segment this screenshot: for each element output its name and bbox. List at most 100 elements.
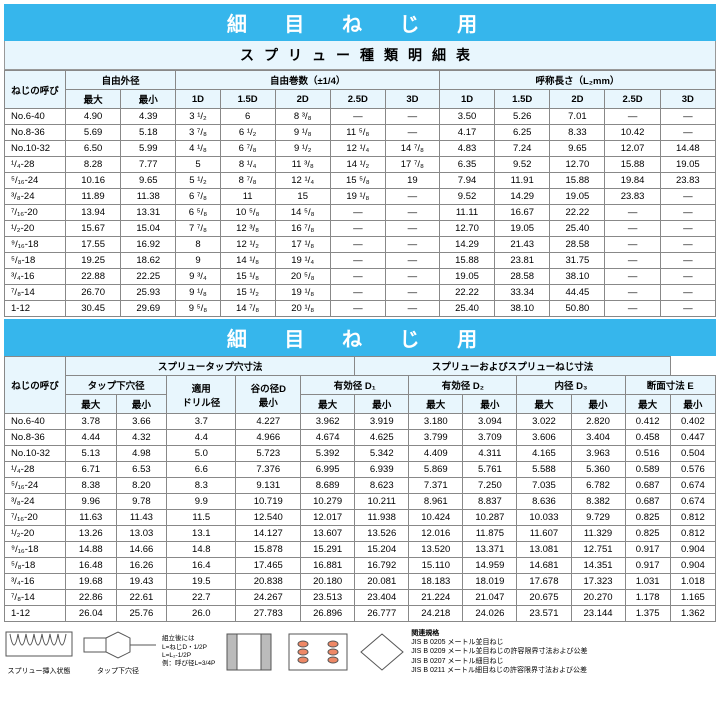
cell: 5.869 [409,462,463,478]
cell: No.8-36 [5,430,66,446]
cell: 22.22 [439,285,494,301]
cell: 6.71 [66,462,117,478]
t2-col0: ねじの呼び [5,357,66,414]
cell: — [385,109,439,125]
cell: 22.86 [66,590,117,606]
cell: 1.375 [625,606,670,622]
cell: 19.5 [167,574,236,590]
cell: ⁵/₈-18 [5,558,66,574]
cell: 0.687 [625,494,670,510]
cell: 6 ¹/₂ [220,125,275,141]
table-row: No.8-364.444.324.44.9664.6744.6253.7993.… [5,430,716,446]
cell: 18.62 [121,253,176,269]
cell: 10.287 [463,510,517,526]
cell: No.6-40 [5,109,66,125]
cell: 11.11 [439,205,494,221]
cell: — [660,301,715,317]
hdr: 2D [550,90,605,109]
cell: 24.026 [463,606,517,622]
cell: 5.360 [571,462,625,478]
notes-title: 関連規格 [411,629,587,638]
cell: — [385,269,439,285]
cell: 16.48 [66,558,117,574]
cell: ¹/₄-28 [5,462,66,478]
cell: 6.782 [571,478,625,494]
cell: 5 ¹/₂ [176,173,220,189]
cap: タップ下穴径 [78,666,158,676]
cell: — [605,109,660,125]
note: JIS B 0207 メートル細目ねじ [411,657,587,666]
cell: 10.719 [236,494,301,510]
cell: 17.323 [571,574,625,590]
cell: 4.966 [236,430,301,446]
hdr: 1.5D [495,90,550,109]
cell: 0.516 [625,446,670,462]
cell: — [385,237,439,253]
table-row: ⁹/₁₆-1817.5516.92812 ¹/₂17 ¹/₈——14.2921.… [5,237,716,253]
table-row: ¹/₄-286.716.536.67.3766.9956.9395.8695.7… [5,462,716,478]
cell: 18.019 [463,574,517,590]
cell: 31.75 [550,253,605,269]
cell: 15.291 [301,542,355,558]
cell: — [330,269,385,285]
cell: 4.311 [463,446,517,462]
thread-section-icon [283,630,353,674]
hdr: タップ下穴径 [66,376,167,395]
spec-table-2: ねじの呼び スプリュータップ穴寸法 スプリューおよびスプリューねじ寸法 タップ下… [4,356,716,622]
cell: 0.458 [625,430,670,446]
cell: ⁵/₁₆-24 [5,173,66,189]
cell: 33.34 [495,285,550,301]
cell: 7.94 [439,173,494,189]
table-row: No.6-403.783.663.74.2273.9623.9193.1803.… [5,414,716,430]
cell: 15 ¹/₈ [220,269,275,285]
hdr: 谷の径D 最小 [236,376,301,414]
cell: 18.183 [409,574,463,590]
cell: 19.43 [116,574,167,590]
cell: 7.250 [463,478,517,494]
section-icon [219,630,279,674]
diamond-icon [357,630,407,674]
cell: 19.84 [605,173,660,189]
hdr: 最小 [116,395,167,414]
cell: 4.4 [167,430,236,446]
cell: 8 ¹/₄ [220,157,275,173]
cell: 1-12 [5,301,66,317]
cell: 3.180 [409,414,463,430]
cell: 5.13 [66,446,117,462]
cell: 14.681 [517,558,571,574]
note: JIS B 0209 メートル並目ねじの許容限界寸法および公差 [411,647,587,656]
cell: 9 ¹/₂ [275,141,330,157]
hdr: 最大 [66,90,121,109]
cell: 8.33 [550,125,605,141]
cell: — [660,237,715,253]
cell: 4.90 [66,109,121,125]
cell: 29.69 [121,301,176,317]
cell: 6.50 [66,141,121,157]
cell: 44.45 [550,285,605,301]
note: JIS B 0211 メートル細目ねじの許容限界寸法および公差 [411,666,587,675]
cell: 11.91 [495,173,550,189]
cell: 16.792 [355,558,409,574]
cell: 11.63 [66,510,117,526]
cell: 23.144 [571,606,625,622]
cell: 13.94 [66,205,121,221]
cell: 25.93 [121,285,176,301]
cell: 12.540 [236,510,301,526]
cell: — [605,205,660,221]
cell: 14 ¹/₈ [220,253,275,269]
table-row: ¹/₄-288.287.7758 ¹/₄11 ³/₈14 ¹/₂17 ⁷/₈6.… [5,157,716,173]
cell: 19.05 [439,269,494,285]
cell: 4.165 [517,446,571,462]
hdr: 断面寸法 E [625,376,715,395]
table-row: ⁷/₁₆-2011.6311.4311.512.54012.01711.9381… [5,510,716,526]
hdr: 2.5D [330,90,385,109]
cell: 1.362 [670,606,715,622]
banner-2: 細 目 ね じ 用 [4,319,716,356]
hdr: 1D [176,90,220,109]
hdr: 3D [660,90,715,109]
cell: 20.270 [571,590,625,606]
cell: 1.178 [625,590,670,606]
table-row: No.6-404.904.393 ¹/₂68 ³/₈——3.505.267.01… [5,109,716,125]
cell: 4.227 [236,414,301,430]
cell: 8.689 [301,478,355,494]
